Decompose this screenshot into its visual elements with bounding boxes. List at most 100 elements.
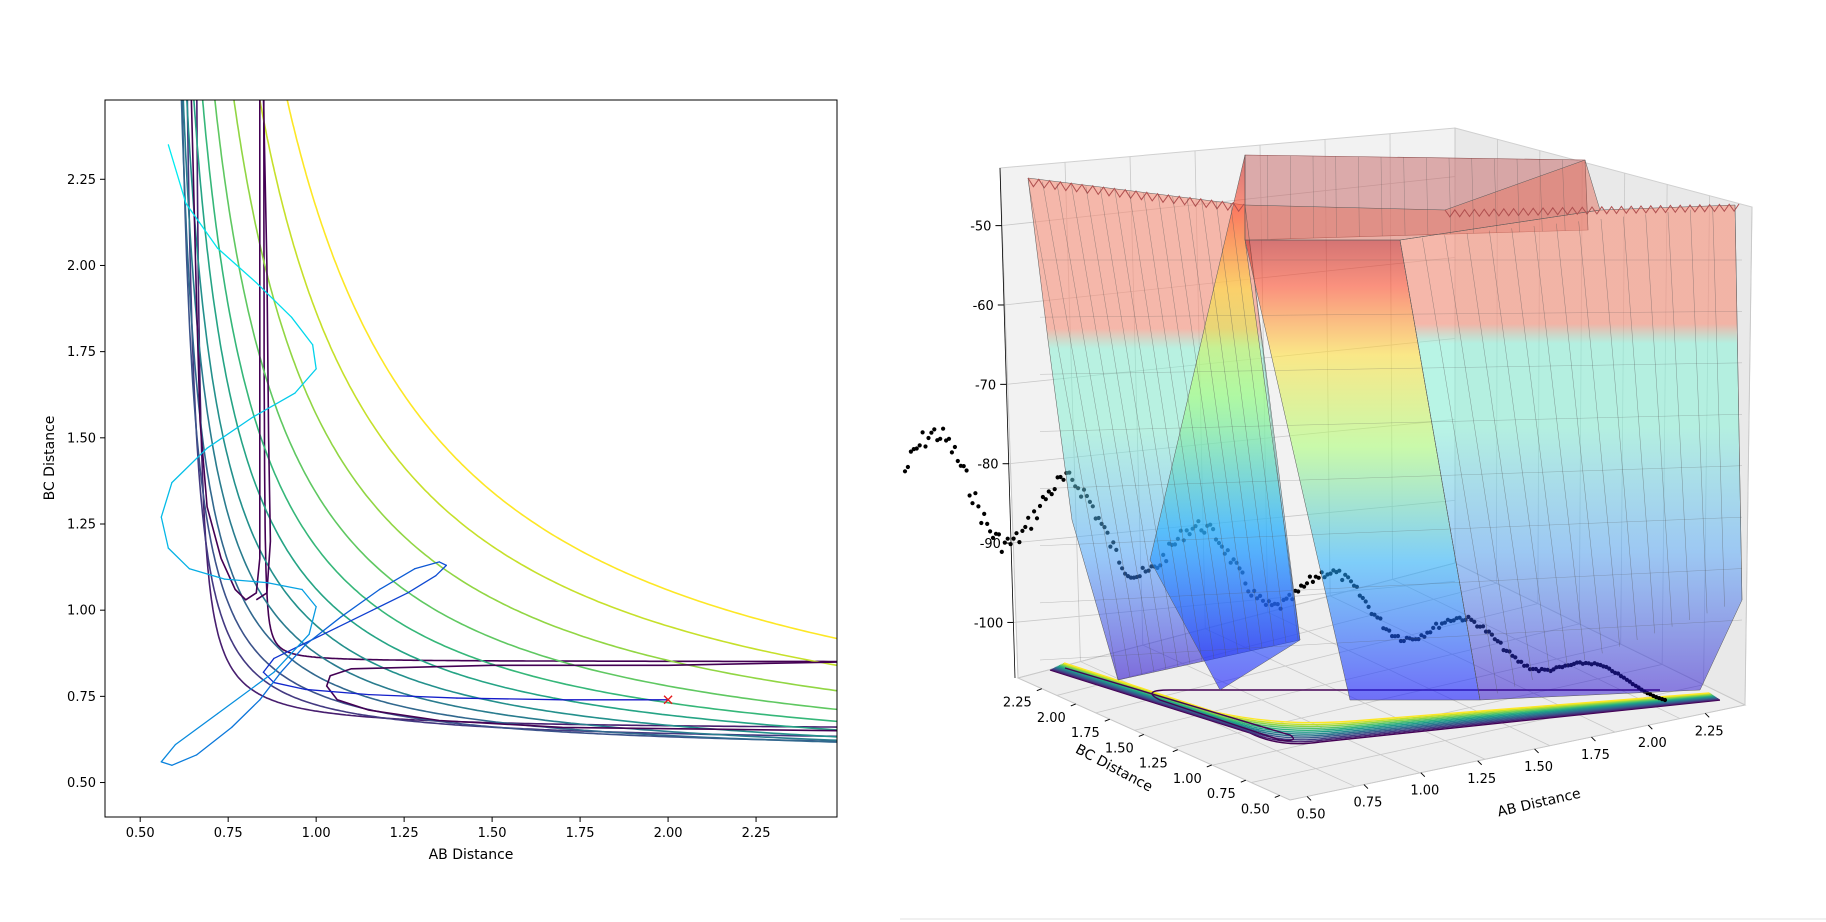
trajectory-segment bbox=[301, 588, 317, 608]
sx-tick-mark bbox=[1306, 796, 1312, 801]
trajectory-segment bbox=[280, 643, 307, 673]
wire-line bbox=[1539, 159, 1543, 232]
scatter-point bbox=[1049, 492, 1054, 497]
sx-tick-label: 0.50 bbox=[1297, 807, 1326, 822]
sy-tick-mark bbox=[1274, 794, 1280, 798]
y-tick-label: 0.50 bbox=[67, 776, 96, 791]
scatter-point bbox=[1020, 528, 1025, 534]
z-tick-label: -90 bbox=[980, 537, 1001, 552]
scatter-point bbox=[1316, 575, 1321, 580]
wire-line bbox=[1712, 207, 1725, 607]
floor-contour-line bbox=[1061, 663, 1712, 728]
scatter-point bbox=[926, 435, 931, 441]
contour-line bbox=[181, 100, 837, 743]
scatter-point bbox=[967, 493, 972, 498]
wire-line bbox=[1056, 183, 1143, 675]
wire-line bbox=[1444, 235, 1516, 687]
y-tick-label: 1.75 bbox=[67, 345, 96, 360]
trajectory-segment bbox=[308, 606, 317, 635]
wire-line bbox=[1511, 228, 1568, 667]
sx-tick-mark bbox=[1591, 736, 1596, 742]
contour-line bbox=[201, 100, 837, 723]
y-tick-label: 1.50 bbox=[67, 431, 96, 446]
scatter-point bbox=[964, 468, 969, 473]
z-tick-label: -70 bbox=[975, 378, 996, 393]
trajectory-segment bbox=[185, 202, 219, 249]
wire-line bbox=[1358, 156, 1360, 237]
sx-tick-label: 2.25 bbox=[1695, 724, 1724, 739]
z-tick-label: -80 bbox=[977, 458, 998, 473]
scatter-point bbox=[1296, 589, 1301, 594]
contour-line bbox=[325, 661, 837, 732]
scatter-point bbox=[1304, 581, 1310, 586]
scatter-point bbox=[1011, 536, 1016, 541]
sx-tick-label: 1.25 bbox=[1467, 772, 1496, 787]
scatter-point bbox=[1662, 697, 1668, 703]
wire-line bbox=[1039, 414, 1743, 432]
trajectory-segment bbox=[304, 616, 342, 646]
contour-line bbox=[263, 100, 837, 663]
surface-x-ticks: 0.50 0.75 1.00 1.25 1.50 1.75 2.00 2.25 bbox=[1297, 712, 1724, 822]
scatter-point bbox=[949, 450, 955, 455]
trajectory-segment bbox=[231, 699, 261, 729]
wire-line bbox=[1422, 237, 1498, 694]
trajectory-segment bbox=[378, 568, 416, 591]
wire-line bbox=[1578, 221, 1620, 647]
scatter-point bbox=[970, 501, 975, 506]
scatter-point bbox=[920, 430, 925, 435]
wire-line bbox=[1129, 191, 1203, 662]
scatter-point bbox=[1026, 515, 1031, 520]
scatter-point bbox=[973, 491, 978, 496]
floor-contour-line bbox=[1058, 664, 1714, 731]
sx-tick-mark bbox=[1477, 760, 1483, 766]
sx-tick-mark bbox=[1534, 748, 1539, 754]
wire-line bbox=[1489, 230, 1551, 674]
sy-tick-label: 1.50 bbox=[1105, 741, 1134, 756]
wire-line bbox=[1403, 157, 1406, 236]
wire-line bbox=[1533, 225, 1585, 661]
contour-line bbox=[180, 100, 837, 743]
surface-y-ticks: 0.50 0.75 1.00 1.25 1.50 1.75 2.00 2.25 bbox=[1003, 688, 1280, 817]
x-tick-label: 1.25 bbox=[390, 826, 419, 841]
scatter-point bbox=[941, 426, 946, 431]
scatter-point bbox=[952, 444, 958, 450]
scatter-point bbox=[1043, 497, 1048, 502]
grid-line bbox=[1744, 206, 1753, 706]
surface-chart: -50 -60 -70 -80 -90 -100 0.50 0.75 1.00 1.25 1.50… bbox=[902, 127, 1753, 822]
floor-contour-line bbox=[1060, 664, 1713, 730]
sy-tick-mark bbox=[1104, 718, 1110, 722]
wire-line bbox=[1143, 193, 1215, 659]
contour-line bbox=[186, 100, 837, 738]
contour-line bbox=[190, 100, 261, 601]
wire-line bbox=[1114, 189, 1191, 665]
sy-tick-mark bbox=[1036, 688, 1042, 692]
wire-line bbox=[1039, 465, 1743, 489]
wire-line bbox=[1039, 362, 1743, 375]
scatter-point bbox=[946, 436, 952, 441]
wire-line bbox=[1244, 204, 1299, 641]
contour-line bbox=[186, 100, 837, 738]
wire-line bbox=[1516, 158, 1520, 233]
trajectory-segment bbox=[273, 681, 307, 691]
wire-line bbox=[1042, 181, 1131, 678]
scatter-point bbox=[982, 511, 987, 516]
wire-line bbox=[1734, 204, 1743, 601]
grid-line bbox=[999, 167, 1019, 679]
scatter-point bbox=[1058, 474, 1063, 480]
sy-tick-mark bbox=[1172, 749, 1178, 753]
scatter-point bbox=[1061, 477, 1066, 482]
wire-line bbox=[1471, 158, 1474, 234]
wire-line bbox=[1466, 232, 1533, 681]
wire-line bbox=[1584, 159, 1589, 231]
surface-wireframe bbox=[1027, 155, 1743, 701]
trajectory-segment bbox=[262, 671, 275, 684]
wire-line bbox=[1426, 157, 1429, 235]
y-tick-label: 1.00 bbox=[67, 604, 96, 619]
sx-tick-label: 1.75 bbox=[1581, 748, 1610, 763]
contour-chart: 0.50 0.75 1.00 1.25 1.50 1.75 2.00 2.25 0.50 0.7… bbox=[42, 99, 838, 863]
floor-contour-line bbox=[1057, 665, 1715, 733]
contour-y-ticks: 0.50 0.75 1.00 1.25 1.50 1.75 2.00 2.25 bbox=[67, 173, 105, 791]
scatter-point bbox=[1037, 503, 1043, 509]
trajectory-segment bbox=[304, 688, 370, 696]
trajectory-segment bbox=[255, 282, 293, 318]
